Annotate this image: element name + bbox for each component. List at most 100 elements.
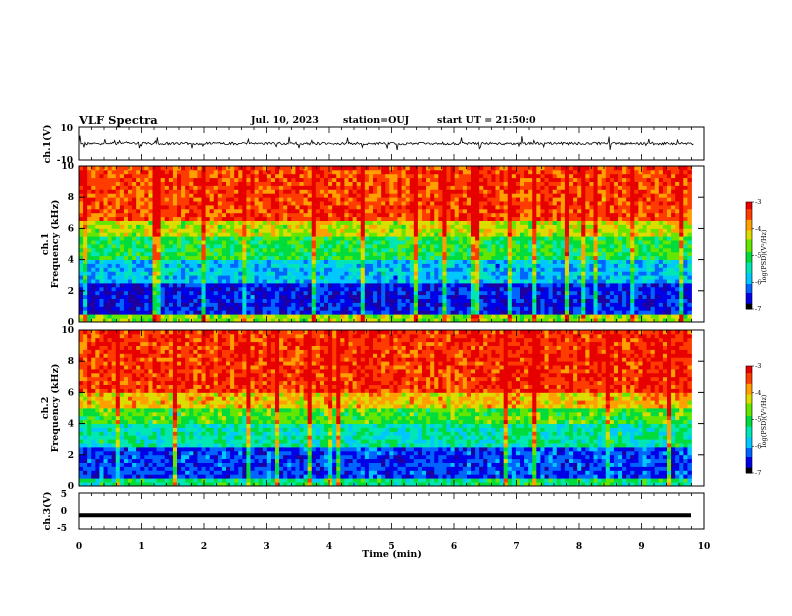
- spectrogram-cell: [581, 298, 586, 303]
- spectrogram-cell: [401, 228, 407, 233]
- spectrogram-cell: [544, 294, 549, 299]
- spectrogram-cell: [287, 201, 292, 206]
- spectrogram-cell: [230, 275, 235, 280]
- spectrogram-cell: [507, 244, 513, 249]
- spectrogram-cell: [177, 189, 182, 194]
- spectrogram-cell: [95, 224, 100, 229]
- spectrogram-cell: [556, 247, 562, 253]
- spectrogram-cell: [569, 236, 574, 241]
- spectrogram-cell: [177, 181, 182, 186]
- spectrogram-cell: [132, 290, 137, 296]
- spectrogram-cell: [107, 302, 113, 307]
- spectrogram-cell: [487, 283, 492, 288]
- spectrogram-cell: [577, 259, 582, 264]
- spectrogram-cell: [536, 244, 541, 249]
- spectrogram-cell: [319, 189, 325, 194]
- spectrogram-cell: [511, 212, 517, 218]
- spectrogram-cell: [511, 166, 517, 171]
- spectrogram-cell: [397, 177, 402, 182]
- spectrogram-cell: [221, 294, 227, 299]
- spectrogram-cell: [103, 271, 108, 276]
- spectrogram-cell: [385, 177, 390, 182]
- spectrogram-cell: [442, 216, 447, 221]
- spectrogram-cell: [238, 185, 243, 190]
- spectrogram-cell: [332, 216, 337, 221]
- spectrogram-cell: [368, 166, 374, 171]
- spectrogram-cell: [458, 193, 464, 198]
- spectrogram-cell: [462, 298, 468, 303]
- spectrogram-cell: [405, 283, 411, 288]
- spectrogram-cell: [234, 181, 239, 186]
- spectrogram-cell: [185, 263, 190, 268]
- spectrogram-cell: [319, 193, 325, 198]
- spectrogram-cell: [422, 247, 427, 253]
- spectrogram-cell: [315, 228, 321, 233]
- spectrogram-cell: [520, 224, 525, 229]
- spectrogram-cell: [168, 314, 174, 319]
- spectrogram-cell: [401, 173, 407, 179]
- spectrogram-cell: [328, 310, 333, 315]
- spectrogram-cell: [401, 205, 407, 210]
- spectrogram-cell: [585, 267, 590, 272]
- spectrogram-cell: [446, 267, 451, 272]
- spectrogram-cell: [123, 173, 129, 179]
- spectrogram-cell: [373, 216, 378, 221]
- spectrogram-cell: [324, 220, 329, 225]
- spectrogram-cell: [172, 181, 178, 186]
- spectrogram-cell: [177, 283, 182, 288]
- spectrogram-cell: [405, 267, 411, 272]
- spectrogram-cell: [344, 201, 349, 206]
- spectrogram-cell: [442, 189, 447, 194]
- spectrogram-cell: [344, 251, 349, 257]
- spectrogram-cell: [319, 290, 325, 296]
- spectrogram-cell: [201, 247, 206, 253]
- spectrogram-cell: [99, 205, 104, 210]
- spectrogram-cell: [511, 208, 517, 214]
- spectrogram-cell: [446, 236, 451, 241]
- spectrogram-cell: [560, 286, 566, 292]
- spectrogram-cell: [324, 205, 329, 210]
- spectrogram-cell: [581, 306, 586, 311]
- spectrogram-cell: [552, 197, 558, 202]
- spectrogram-cell: [479, 244, 484, 249]
- spectrogram-cell: [319, 177, 325, 182]
- spectrogram-cell: [442, 236, 447, 241]
- spectrogram-cell: [381, 255, 386, 260]
- spectrogram-cell: [221, 240, 227, 245]
- spectrogram-cell: [254, 263, 260, 268]
- spectrogram-cell: [462, 189, 468, 194]
- spectrogram-cell: [275, 177, 280, 182]
- spectrogram-cell: [409, 251, 415, 257]
- spectrogram-cell: [364, 169, 370, 175]
- spectrogram-cell: [336, 177, 341, 182]
- spectrogram-cell: [144, 169, 149, 175]
- spectrogram-cell: [454, 181, 460, 186]
- spectrogram-cell: [417, 166, 423, 171]
- spectrogram-cell: [115, 255, 121, 260]
- spectrogram-cell: [471, 259, 476, 264]
- spectrogram-cell: [385, 251, 390, 257]
- spectrogram-cell: [413, 290, 419, 296]
- spectrogram-cell: [315, 166, 321, 171]
- spectrogram-cell: [197, 185, 202, 190]
- spectrogram-cell: [524, 212, 529, 218]
- spectrogram-cell: [536, 267, 541, 272]
- spectrogram-cell: [311, 283, 317, 288]
- spectrogram-cell: [279, 302, 284, 307]
- spectrogram-cell: [242, 267, 247, 272]
- spectrogram-cell: [319, 294, 325, 299]
- spectrogram-cell: [140, 224, 145, 229]
- spectrogram-cell: [152, 169, 157, 175]
- spectrogram-cell: [573, 189, 578, 194]
- spectrogram-cell: [417, 193, 423, 198]
- spectrogram-cell: [283, 271, 288, 276]
- spectrogram-cell: [544, 314, 549, 319]
- spectrogram-cell: [79, 255, 84, 260]
- spectrogram-cell: [389, 240, 394, 245]
- spectrogram-cell: [128, 220, 133, 225]
- spectrogram-cell: [462, 173, 468, 179]
- spectrogram-cell: [381, 302, 386, 307]
- spectrogram-cell: [185, 275, 190, 280]
- spectrogram-cell: [111, 318, 117, 323]
- spectrogram-cell: [201, 255, 206, 260]
